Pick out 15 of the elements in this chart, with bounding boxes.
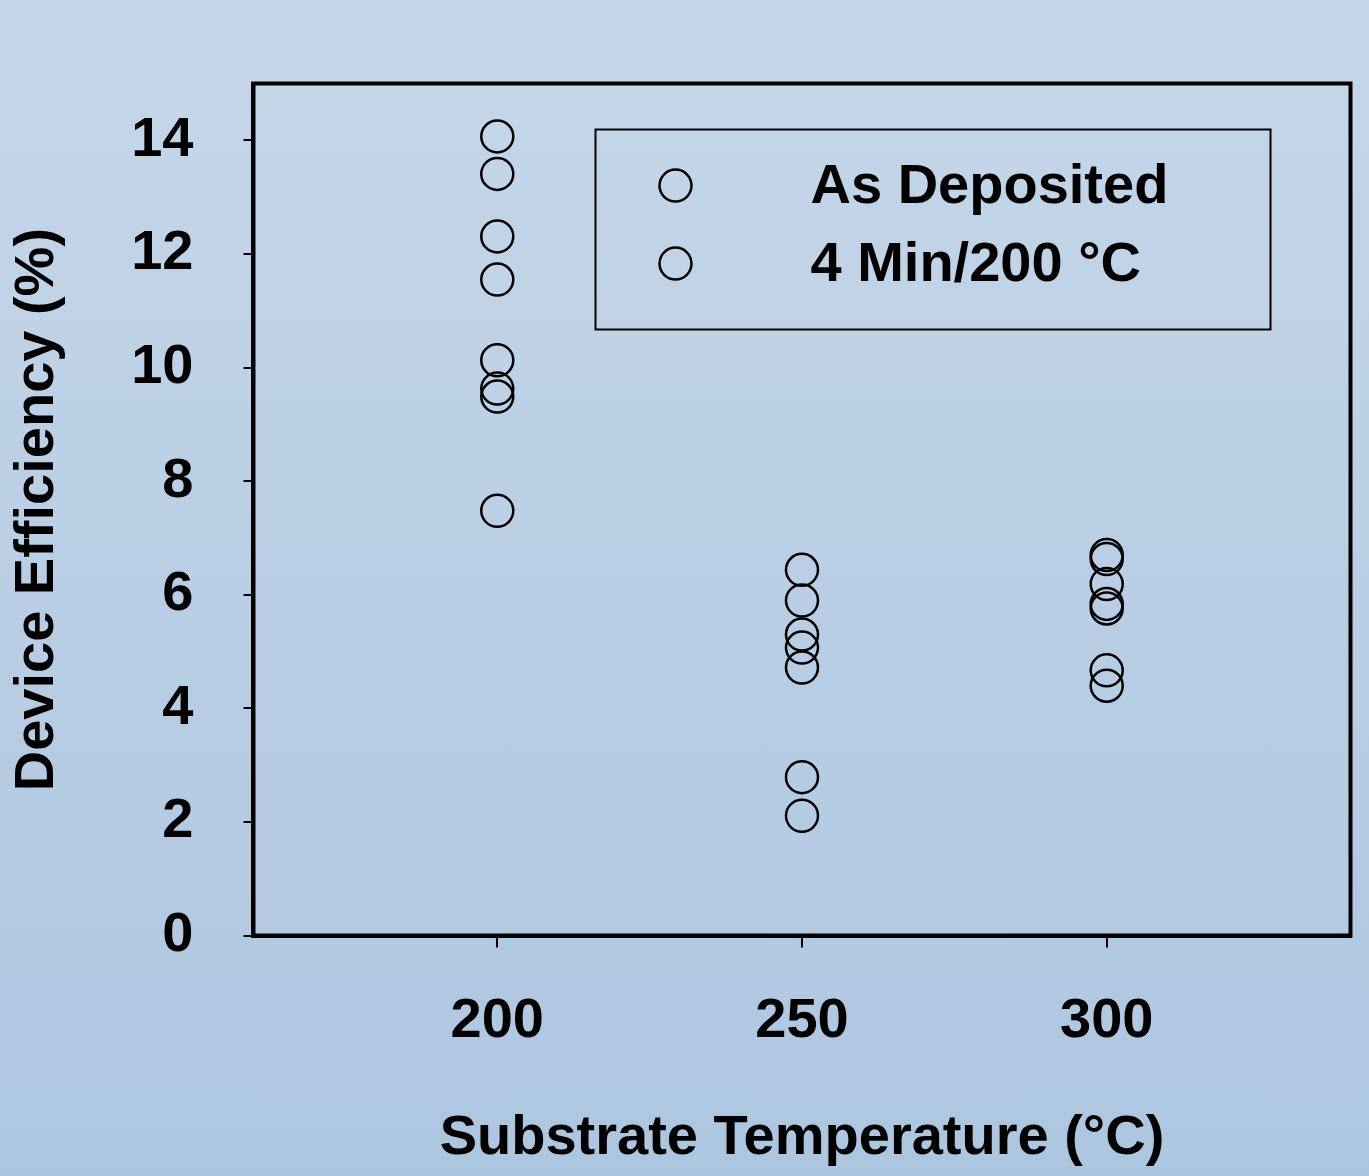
y-tick-label: 10 [131,332,194,396]
y-tick-label: 0 [162,900,194,964]
x-tick-label: 300 [1060,985,1154,1049]
y-tick-label: 2 [162,786,194,850]
y-tick-label: 14 [131,104,194,168]
legend-label: As Deposited [810,152,1169,216]
y-tick-label: 8 [162,445,194,509]
x-tick-label: 250 [755,985,849,1049]
y-tick-label: 6 [162,559,194,623]
y-tick-label: 4 [162,672,194,736]
y-axis-title: Device Efficiency (%) [2,227,66,792]
y-tick-label: 12 [131,218,194,282]
legend-label: 4 Min/200 °C [810,230,1142,294]
x-axis-title: Substrate Temperature (°C) [439,1102,1165,1166]
x-tick-label: 200 [450,985,544,1049]
